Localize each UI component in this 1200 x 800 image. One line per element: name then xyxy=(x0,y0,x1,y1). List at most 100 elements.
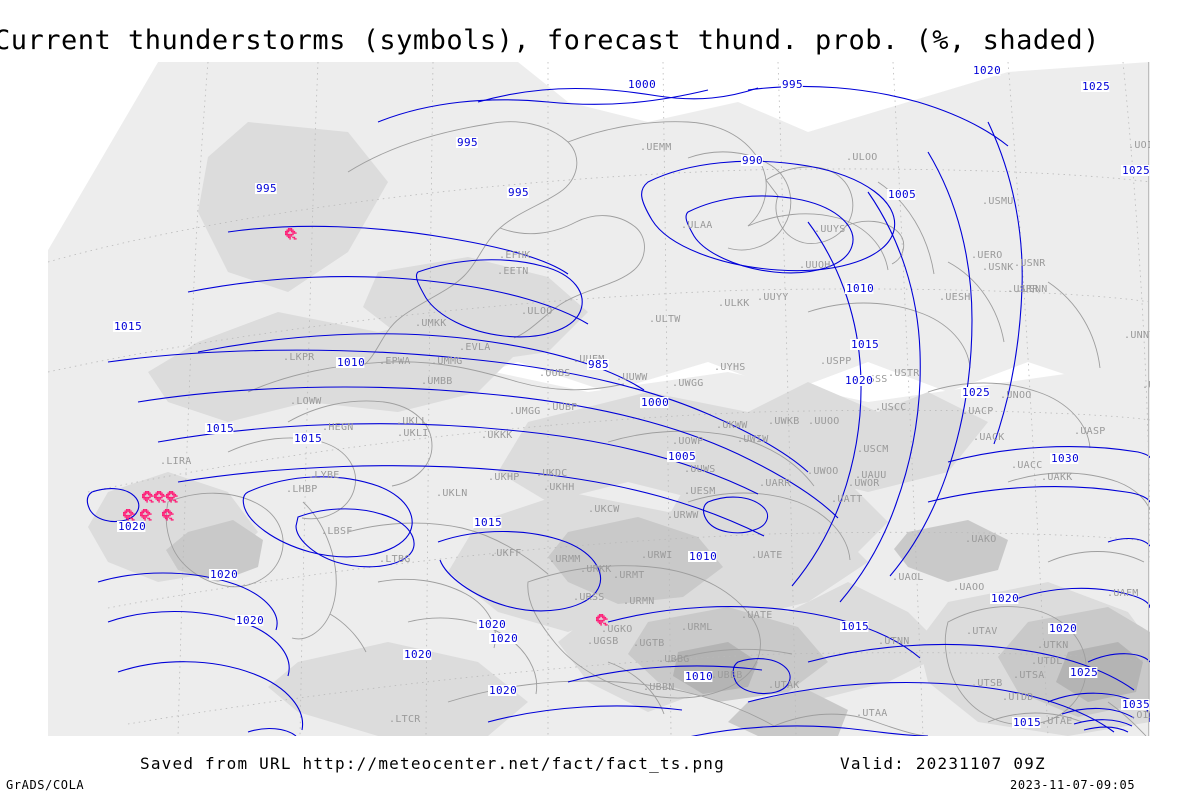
station-label: .UAOO xyxy=(953,582,985,593)
station-label: .UACC xyxy=(1011,460,1043,471)
isobar-label: 1010 xyxy=(689,550,717,563)
isobar-label-halo xyxy=(209,569,238,580)
isobar-label-halo xyxy=(961,387,990,398)
station-label: .LHBP xyxy=(286,484,318,495)
station-label: .UBBB xyxy=(711,670,743,681)
station-label: .UNNT xyxy=(1124,330,1150,341)
isobar-label-halo xyxy=(840,621,869,632)
shade-region-dark-3 xyxy=(548,517,723,604)
station-label: .UUBS xyxy=(539,368,571,379)
isobar-label-halo xyxy=(844,375,873,386)
station-label: .USCC xyxy=(875,402,907,413)
station-label: .UAKK xyxy=(1041,472,1073,483)
station-label: .UTKN xyxy=(1037,640,1069,651)
isobar-label: 1020 xyxy=(236,614,264,627)
isobar-label-halo xyxy=(845,283,874,294)
station-label: .UEMM xyxy=(640,142,672,153)
station-label: .UTAK xyxy=(768,680,800,691)
thunderstorm-symbol xyxy=(285,228,297,240)
station-label: .USTR xyxy=(888,368,920,379)
thunderstorm-symbol xyxy=(596,614,608,626)
station-label: .UATT xyxy=(831,494,863,505)
isobar-label-halo xyxy=(403,649,432,660)
isobar-label: 1035 xyxy=(1122,698,1150,711)
station-label: .UATE xyxy=(751,550,783,561)
station-label: .UTDD xyxy=(1002,692,1034,703)
station-label: .UNOO xyxy=(1000,390,1032,401)
station-label: .UESM xyxy=(684,486,716,497)
thunderstorm-symbol xyxy=(166,491,178,503)
isobar-label-halo xyxy=(456,137,478,148)
isobar-label-halo xyxy=(1069,667,1098,678)
station-label: .UBBN xyxy=(643,682,675,693)
saved-from-url-text: Saved from URL http://meteocenter.net/fa… xyxy=(140,754,725,773)
station-label: .UKFF xyxy=(490,548,522,559)
station-label: .UKWW xyxy=(716,420,748,431)
station-label: .UBBG xyxy=(658,654,690,665)
isobar-label: 985 xyxy=(588,358,609,371)
station-label: .ULTW xyxy=(649,314,681,325)
station-label: .USRR xyxy=(1007,284,1039,295)
station-label: .OIMM xyxy=(1130,710,1150,721)
station-label: .LBSF xyxy=(321,526,353,537)
shade-region-dark-4 xyxy=(166,520,263,582)
station-label: .UTAV xyxy=(966,626,998,637)
isobar-label-halo xyxy=(113,321,142,332)
isobar-label-halo xyxy=(627,79,656,90)
station-label: .LTCR xyxy=(389,714,421,725)
station-label: .UKDC xyxy=(536,468,568,479)
station-label: .URMN xyxy=(623,596,655,607)
isobar-label-halo xyxy=(255,183,277,194)
isobar-label-halo xyxy=(667,451,696,462)
thunderstorm-symbol xyxy=(123,509,135,521)
station-label: .UTAA xyxy=(856,708,888,719)
isobar-label: 990 xyxy=(742,154,763,167)
isobar-label: 1005 xyxy=(668,450,696,463)
station-label: .UYHS xyxy=(714,362,746,373)
isobar-label-halo xyxy=(972,65,1001,76)
isobar-label-halo xyxy=(117,521,146,532)
station-label: .UWOO xyxy=(807,466,839,477)
shade-region-dark-6 xyxy=(894,520,1008,582)
isobar-label: 1020 xyxy=(478,618,506,631)
station-label: .UERO xyxy=(971,250,1003,261)
isobar-label-halo xyxy=(235,615,264,626)
isobar-label-halo xyxy=(336,357,365,368)
station-label: .UACK xyxy=(973,432,1005,443)
isobar-label: 1015 xyxy=(851,338,879,351)
station-label: .UUYS xyxy=(814,224,846,235)
isobar-label: 1020 xyxy=(845,374,873,387)
isobar-label: 1030 xyxy=(1051,452,1079,465)
isobar-label: 1020 xyxy=(210,568,238,581)
station-label: .UARR xyxy=(759,478,791,489)
station-label: .UTDL xyxy=(1031,656,1063,667)
isobar-label-layer: 1000 995 1020 1025 995 990 1025 995 1005 995 1010 1… xyxy=(113,64,1150,729)
station-label: .EETN xyxy=(497,266,529,277)
station-label: .UUWW xyxy=(616,372,648,383)
station-label: .UNBB xyxy=(1142,380,1150,391)
isobar-label: 1010 xyxy=(685,670,713,683)
thunderstorm-symbol xyxy=(142,491,154,503)
coastline-layer xyxy=(165,121,1150,736)
thunderstorm-symbol xyxy=(162,509,174,521)
isobar-label-halo xyxy=(205,423,234,434)
isobar-label: 1000 xyxy=(628,78,656,91)
station-label: .USMU xyxy=(982,196,1014,207)
isobar-label-halo xyxy=(1050,453,1079,464)
page-title: Current thunderstorms (symbols), forecas… xyxy=(0,26,1100,56)
station-label: .ULOO xyxy=(846,152,878,163)
station-label: .UKHH xyxy=(543,482,575,493)
station-label: .URMT xyxy=(613,570,645,581)
isobar-label-halo xyxy=(1121,165,1150,176)
station-label: .URWI xyxy=(641,550,673,561)
station-label: .UMBB xyxy=(421,376,453,387)
station-label: .USNR xyxy=(1014,258,1046,269)
isobar-label: 1025 xyxy=(1082,80,1110,93)
weather-map[interactable]: .UEMM .ULOO .UOII .ULAA .UUYS .USMU .UERO.USNK… xyxy=(48,62,1150,736)
station-label: .HEGN xyxy=(322,422,354,433)
map-canvas[interactable]: .UEMM .ULOO .UOII .ULAA .UUYS .USMU .UERO.USNK… xyxy=(48,62,1150,736)
station-label: .UAFM xyxy=(1107,588,1139,599)
isobar-label-halo xyxy=(1081,81,1110,92)
producer-text: GrADS/COLA xyxy=(6,778,85,792)
